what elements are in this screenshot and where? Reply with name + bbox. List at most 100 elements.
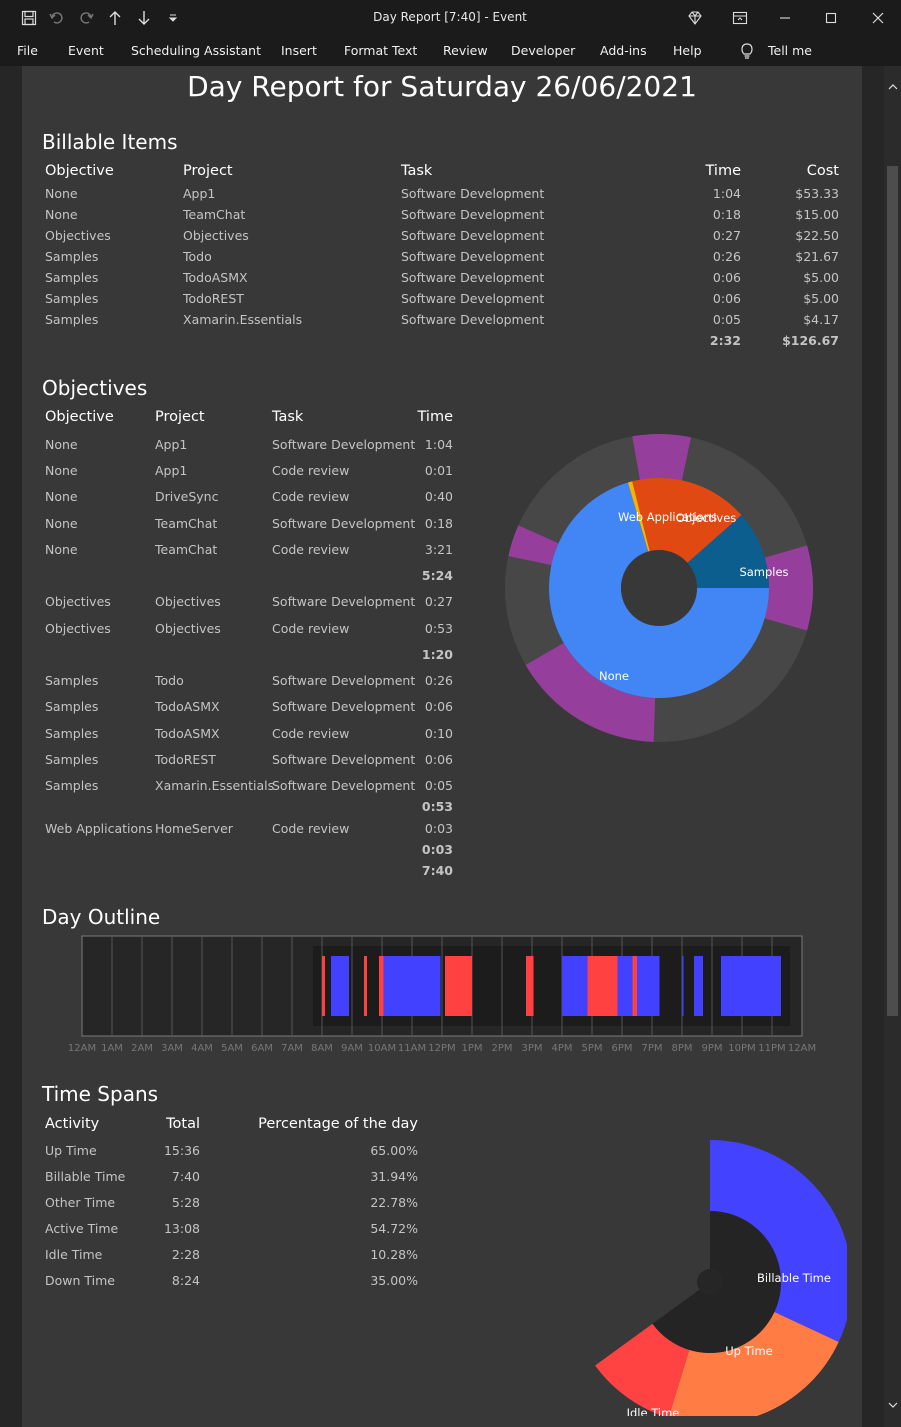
inner-ring-segment [687,515,769,588]
table-cell: 3:21 [424,542,453,557]
close-icon[interactable] [866,6,890,30]
timeline-block [382,956,403,1016]
day-outline-heading: Day Outline [42,905,161,929]
outer-ring-segment [525,643,656,742]
title-bar: Day Report [7:40] - Event [0,0,901,36]
table-cell: $5.00 [803,270,839,285]
menu-file[interactable]: File [17,43,38,58]
table-cell: Down Time [45,1273,115,1288]
timeline-block [562,956,583,1016]
table-cell: 0:27 [712,228,741,243]
menu-format-text[interactable]: Format Text [344,43,418,58]
scroll-thumb[interactable] [887,166,898,1016]
column-header: Project [183,163,233,179]
table-cell: Software Development [272,778,416,793]
minimize-icon[interactable] [773,6,797,30]
diamond-icon[interactable] [683,6,707,30]
table-cell: Other Time [45,1195,116,1210]
menu-developer[interactable]: Developer [511,43,576,58]
menu-scheduling-assistant[interactable]: Scheduling Assistant [131,43,261,58]
table-cell: 7:40 [171,1169,200,1184]
grand-total: 7:40 [421,863,453,878]
table-cell: Samples [45,291,99,306]
table-cell: Code review [272,542,350,557]
table-cell: 0:06 [712,291,741,306]
table-cell: 10.28% [370,1247,418,1262]
hour-tick-label: 4PM [551,1043,572,1054]
hour-tick-label: 3AM [161,1043,183,1054]
arrow-down-icon[interactable] [135,9,153,27]
menu-review[interactable]: Review [443,43,488,58]
timeline-block [682,956,684,1016]
table-cell: Xamarin.Essentials [183,312,303,327]
inner-ring-segment [632,478,742,563]
chart-center-hole [697,1269,723,1295]
table-cell: Objectives [183,228,249,243]
ribbon-display-icon[interactable] [728,6,752,30]
table-cell: Samples [45,312,99,327]
menu-help[interactable]: Help [673,43,702,58]
redo-icon[interactable] [77,9,95,27]
menu-add-ins[interactable]: Add-ins [600,43,647,58]
hour-tick-label: 3PM [521,1043,542,1054]
table-cell: Software Development [272,437,416,452]
vertical-scrollbar[interactable] [884,66,901,1427]
subtotal: 1:20 [421,647,453,662]
table-cell: HomeServer [155,821,233,836]
menu-event[interactable]: Event [68,43,104,58]
table-cell: Objectives [45,228,111,243]
table-cell: 15:36 [163,1143,200,1158]
table-cell: 0:27 [424,594,453,609]
column-header: Objective [45,409,114,425]
table-cell: 0:53 [424,621,453,636]
table-cell: $15.00 [795,207,839,222]
menu-insert[interactable]: Insert [281,43,317,58]
column-header: Task [401,163,433,179]
table-cell: TodoASMX [155,726,220,741]
table-cell: 0:06 [712,270,741,285]
table-cell: Todo [155,673,184,688]
inner-ring-segment [549,482,769,698]
tell-me-box[interactable]: Tell me [768,43,812,58]
scroll-up-icon[interactable] [884,78,901,95]
hour-tick-label: 1PM [461,1043,482,1054]
undo-icon[interactable] [48,9,66,27]
table-cell: $21.67 [795,249,839,264]
table-cell: TodoASMX [183,270,248,285]
hour-tick-label: 11AM [398,1043,426,1054]
timeline-block [379,956,384,1016]
table-cell: None [45,186,78,201]
table-cell: $22.50 [795,228,839,243]
timeline-block [364,956,367,1016]
hour-tick-label: 2PM [491,1043,512,1054]
maximize-icon[interactable] [819,6,843,30]
table-cell: 54.72% [370,1221,418,1236]
timeline-block [322,956,325,1016]
lightbulb-icon[interactable] [738,42,756,60]
table-cell: Billable Time [45,1169,126,1184]
column-header: Project [155,409,205,425]
inner-ring-segment [652,1211,781,1353]
arrow-up-icon[interactable] [106,9,124,27]
chart-label: Objectives [676,511,737,525]
timeline-block [632,956,637,1016]
table-cell: Active Time [45,1221,119,1236]
customize-icon[interactable] [164,9,182,27]
table-cell: App1 [183,186,216,201]
save-icon[interactable] [20,9,38,27]
table-cell: 0:40 [424,489,453,504]
inner-ring-segment [627,481,650,552]
table-cell: 0:05 [712,312,741,327]
table-cell: Software Development [401,270,545,285]
table-cell: Objectives [155,594,221,609]
table-cell: 2:28 [171,1247,200,1262]
table-cell: Code review [272,463,350,478]
chart-label: Samples [739,565,788,579]
hour-tick-label: 5PM [581,1043,602,1054]
chart-label: Billable Time [757,1271,831,1285]
scroll-down-icon[interactable] [884,1396,901,1413]
table-cell: Code review [272,489,350,504]
hour-tick-label: 10AM [368,1043,396,1054]
objectives-heading: Objectives [42,376,148,400]
